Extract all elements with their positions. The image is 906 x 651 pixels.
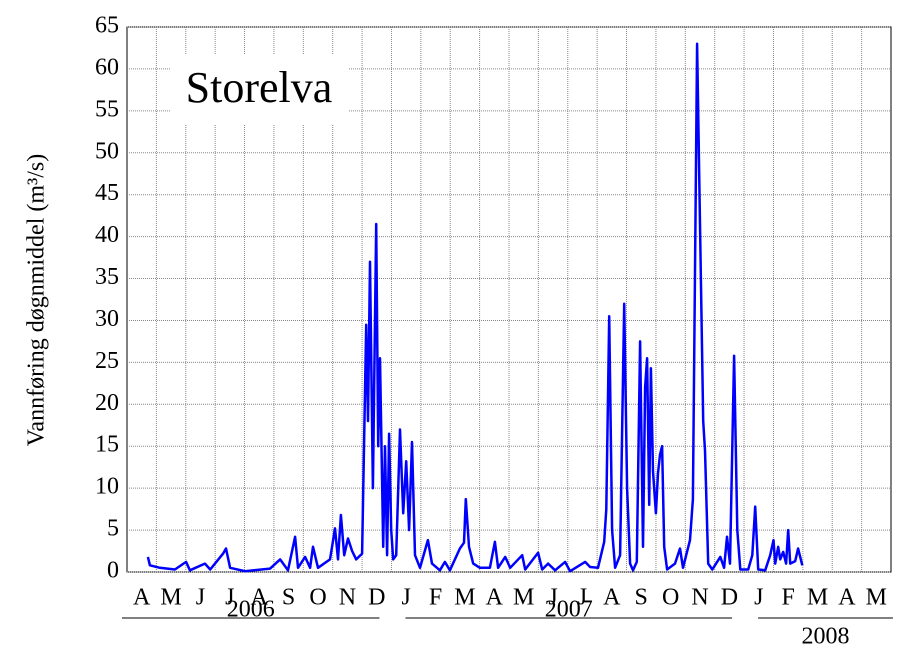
year-label: 2006 <box>227 597 275 623</box>
x-tick-label: J <box>401 585 410 611</box>
y-tick-label: 20 <box>95 390 119 416</box>
y-tick-label: 15 <box>95 432 119 458</box>
x-tick-label: M <box>513 585 534 611</box>
x-tick-label: J <box>548 585 557 611</box>
y-tick-label: 50 <box>95 138 119 164</box>
x-tick-label: S <box>635 585 648 611</box>
x-tick-label: J <box>578 585 587 611</box>
x-tick-label: A <box>251 585 269 611</box>
x-tick-label: A <box>133 585 151 611</box>
x-tick-label: J <box>225 585 234 611</box>
x-tick-label: D <box>721 585 738 611</box>
year-label: 2008 <box>802 624 850 650</box>
x-tick-label: N <box>691 585 708 611</box>
x-tick-label: J <box>196 585 205 611</box>
x-tick-label: A <box>486 585 504 611</box>
y-tick-label: 5 <box>107 516 119 542</box>
y-tick-label: 25 <box>95 348 119 374</box>
x-tick-label: F <box>429 585 442 611</box>
x-tick-label: O <box>309 585 326 611</box>
y-tick-label: 0 <box>107 558 119 584</box>
x-tick-label: M <box>454 585 475 611</box>
data-line <box>146 42 804 573</box>
x-tick-label: M <box>866 585 887 611</box>
x-tick-label: J <box>754 585 763 611</box>
year-label: 2007 <box>545 597 593 623</box>
y-tick-label: 35 <box>95 264 119 290</box>
x-tick-label: O <box>662 585 679 611</box>
y-axis-label: Vannføring døgnmiddel (m³/s) <box>24 154 50 447</box>
x-tick-label: N <box>339 585 356 611</box>
x-tick-label: A <box>838 585 856 611</box>
y-tick-label: 65 <box>95 13 119 39</box>
x-tick-label: A <box>603 585 621 611</box>
annotation-box <box>170 55 348 125</box>
x-tick-label: F <box>781 585 794 611</box>
x-tick-label: M <box>160 585 181 611</box>
y-tick-label: 55 <box>95 96 119 122</box>
y-tick-label: 30 <box>95 306 119 332</box>
y-tick-label: 40 <box>95 222 119 248</box>
y-tick-label: 10 <box>95 474 119 500</box>
y-tick-label: 60 <box>95 54 119 80</box>
x-tick-label: D <box>368 585 385 611</box>
annotation: Storelva <box>186 63 333 112</box>
y-tick-label: 45 <box>95 180 119 206</box>
x-tick-label: M <box>807 585 828 611</box>
x-tick-label: S <box>282 585 295 611</box>
